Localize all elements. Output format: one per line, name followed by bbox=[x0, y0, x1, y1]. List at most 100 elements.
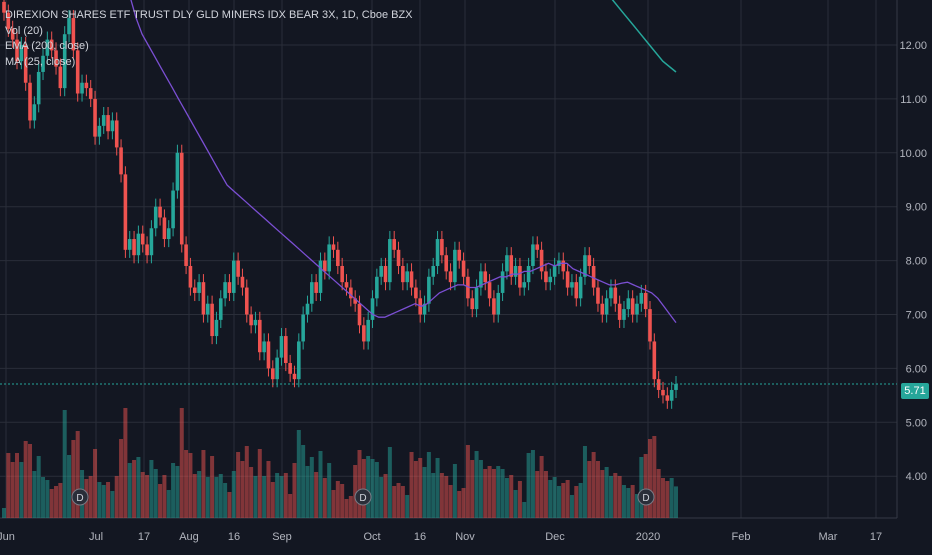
volume-indicator-label[interactable]: Vol (20) bbox=[5, 24, 43, 37]
volume-bar bbox=[309, 457, 314, 518]
volume-bar bbox=[301, 445, 306, 518]
candle-body bbox=[145, 244, 149, 256]
candle-body bbox=[561, 260, 566, 272]
candle-body bbox=[188, 265, 193, 288]
volume-bar bbox=[344, 499, 349, 518]
volume-bar bbox=[578, 483, 583, 518]
volume-bar bbox=[266, 461, 271, 518]
volume-bar bbox=[665, 481, 670, 518]
candle-body bbox=[223, 282, 227, 299]
volume-bar bbox=[600, 470, 605, 518]
candle-body bbox=[149, 228, 154, 256]
candle-body bbox=[496, 292, 501, 315]
volume-bar bbox=[539, 456, 544, 518]
candle-body bbox=[97, 125, 102, 137]
candle-body bbox=[583, 255, 587, 277]
volume-bar bbox=[461, 488, 466, 518]
candle-body bbox=[665, 395, 670, 401]
ema-line bbox=[611, 0, 677, 73]
candle-body bbox=[609, 287, 613, 299]
candle-body bbox=[93, 98, 97, 137]
candle-body bbox=[539, 249, 544, 272]
ma-indicator-label[interactable]: MA (25, close) bbox=[5, 55, 76, 68]
candle-body bbox=[158, 206, 162, 218]
candle-body bbox=[505, 255, 509, 272]
x-tick-label: Mar bbox=[819, 531, 838, 543]
volume-bar bbox=[322, 478, 327, 518]
volume-bar bbox=[240, 461, 245, 518]
candle-body bbox=[461, 260, 466, 277]
volume-bar bbox=[114, 476, 119, 518]
volume-bar bbox=[400, 486, 405, 518]
volume-bar bbox=[487, 466, 492, 518]
y-tick-label: 11.00 bbox=[900, 94, 927, 106]
candle-body bbox=[301, 314, 305, 342]
candle-body bbox=[175, 152, 180, 191]
candle-body bbox=[288, 363, 292, 374]
volume-bar bbox=[54, 486, 59, 518]
volume-bar bbox=[136, 457, 141, 518]
candle-body bbox=[210, 303, 214, 337]
volume-bar bbox=[205, 477, 210, 518]
volume-bar bbox=[587, 461, 592, 518]
volume-bar bbox=[591, 452, 596, 518]
candle-body bbox=[422, 303, 427, 315]
chart-legend: DIREXION SHARES ETF TRUST DLY GLD MINERS… bbox=[5, 8, 413, 70]
volume-bar bbox=[175, 466, 180, 518]
candle-body bbox=[513, 265, 518, 277]
candle-body bbox=[327, 244, 331, 272]
candle-body bbox=[578, 276, 583, 299]
candle-body bbox=[192, 287, 197, 293]
ma-line bbox=[130, 0, 677, 323]
volume-bar bbox=[522, 502, 527, 518]
ema-indicator-label[interactable]: EMA (200, close) bbox=[5, 40, 89, 52]
candle-body bbox=[336, 249, 340, 266]
volume-bar bbox=[470, 460, 475, 518]
volume-bar bbox=[569, 495, 574, 518]
candle-body bbox=[626, 298, 631, 310]
candle-body bbox=[244, 287, 249, 315]
symbol-title[interactable]: DIREXION SHARES ETF TRUST DLY GLD MINERS… bbox=[5, 9, 413, 21]
volume-bar bbox=[561, 483, 566, 518]
candle-body bbox=[284, 336, 288, 364]
candle-body bbox=[140, 233, 145, 245]
candle-body bbox=[604, 298, 609, 315]
volume-bar bbox=[97, 482, 102, 518]
volume-bar bbox=[23, 441, 28, 518]
candle-body bbox=[84, 82, 89, 89]
volume-bar bbox=[49, 489, 54, 518]
candle-body bbox=[80, 82, 84, 94]
volume-bar bbox=[604, 467, 609, 518]
volume-bar bbox=[331, 490, 336, 518]
candle-body bbox=[366, 319, 370, 342]
volume-bar bbox=[647, 439, 652, 518]
candle-body bbox=[674, 384, 678, 390]
volume-bar bbox=[6, 453, 11, 518]
x-tick-label: Nov bbox=[455, 531, 475, 543]
candle-body bbox=[32, 104, 37, 121]
volume-bar bbox=[149, 460, 154, 518]
candle-body bbox=[574, 282, 579, 299]
volume-bar bbox=[509, 475, 514, 518]
volume-bar bbox=[361, 459, 366, 518]
volume-bar bbox=[184, 450, 189, 518]
candle-body bbox=[262, 341, 266, 353]
volume-bar bbox=[296, 430, 301, 518]
candle-body bbox=[643, 292, 648, 310]
candle-body bbox=[331, 244, 336, 250]
volume-bar bbox=[210, 456, 215, 518]
dividend-marker bbox=[71, 488, 89, 506]
dividend-marker-label: D bbox=[76, 493, 83, 504]
volume-bar bbox=[58, 483, 63, 518]
candle-body bbox=[656, 379, 661, 390]
candle-body bbox=[340, 265, 344, 283]
candle-body bbox=[431, 265, 436, 277]
volume-bar bbox=[621, 485, 626, 518]
candle-body bbox=[617, 303, 622, 320]
volume-bar bbox=[574, 486, 579, 518]
candle-body bbox=[587, 255, 592, 266]
candle-body bbox=[214, 319, 219, 337]
volume-bar bbox=[444, 476, 449, 518]
